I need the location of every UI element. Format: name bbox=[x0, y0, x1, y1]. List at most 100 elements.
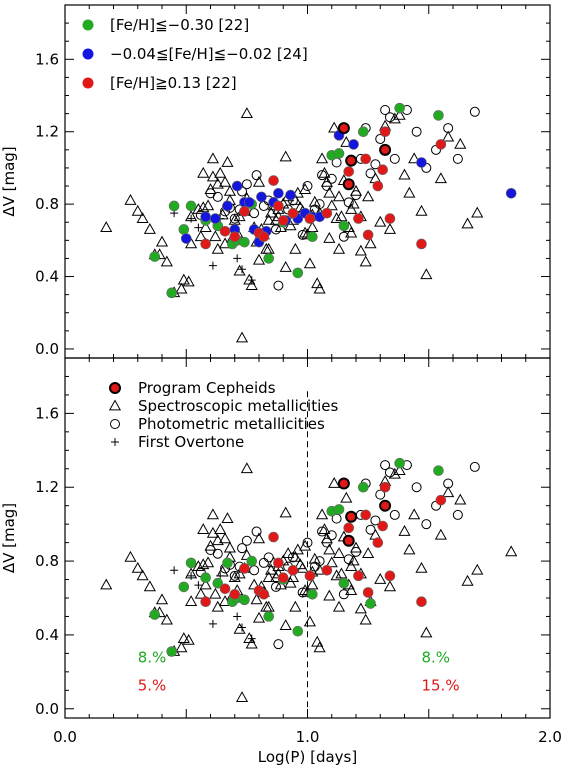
metallicity-point bbox=[277, 215, 289, 226]
photometric-point bbox=[351, 546, 361, 557]
metallicity-point bbox=[435, 139, 447, 150]
y-tick-label: 0.0 bbox=[35, 700, 59, 718]
metallicity-point bbox=[263, 253, 275, 264]
spectroscopic-point bbox=[177, 632, 190, 643]
spectroscopic-point bbox=[374, 215, 387, 227]
spectroscopic-point bbox=[240, 107, 253, 118]
spectroscopic-point bbox=[143, 222, 156, 234]
metallicity-point bbox=[416, 238, 427, 250]
photometric-point bbox=[370, 159, 381, 170]
metallicity-point bbox=[258, 231, 270, 243]
metallicity-point bbox=[200, 211, 211, 223]
spectroscopic-point bbox=[454, 493, 467, 505]
first-overtone-point bbox=[208, 619, 217, 628]
spectroscopic-point bbox=[388, 467, 401, 479]
photometric-point bbox=[241, 535, 252, 546]
metallicity-point bbox=[178, 224, 190, 235]
metallicity-point bbox=[200, 596, 211, 607]
metallicity-point bbox=[185, 557, 197, 569]
metallicity-point bbox=[416, 596, 427, 607]
spectroscopic-point bbox=[471, 563, 484, 575]
spectroscopic-point bbox=[318, 523, 331, 535]
spectroscopic-point bbox=[233, 264, 246, 276]
spectroscopic-point bbox=[298, 584, 312, 595]
spectroscopic-point bbox=[415, 561, 428, 573]
metallicity-point bbox=[394, 457, 405, 469]
photometric-point bbox=[249, 208, 260, 219]
metallicity-point bbox=[219, 225, 231, 237]
spectroscopic-point bbox=[235, 331, 249, 343]
spectroscopic-point bbox=[223, 184, 236, 196]
spectroscopic-point bbox=[201, 199, 215, 211]
metallicity-point bbox=[258, 589, 270, 600]
metallicity-point bbox=[256, 191, 267, 203]
spectroscopic-point bbox=[211, 534, 224, 546]
metallicity-point bbox=[277, 572, 289, 583]
metallicity-point bbox=[168, 200, 180, 212]
spectroscopic-point bbox=[318, 166, 331, 178]
percentage-annotation: 8.% bbox=[421, 649, 450, 667]
metallicity-point bbox=[239, 206, 250, 217]
metallicity-point bbox=[149, 251, 161, 262]
y-tick-label: 1.2 bbox=[35, 123, 59, 141]
metallicity-point bbox=[229, 589, 241, 600]
y-tick-label: 0.8 bbox=[35, 552, 59, 570]
metallicity-point bbox=[239, 236, 250, 248]
spectroscopic-point bbox=[398, 168, 411, 180]
y-tick-label: 0.0 bbox=[35, 340, 59, 358]
spectroscopic-point bbox=[124, 193, 137, 205]
spectroscopic-point bbox=[252, 611, 266, 623]
metallicity-point bbox=[505, 187, 517, 199]
first-overtone-point bbox=[233, 254, 242, 263]
spectroscopic-point bbox=[192, 203, 205, 214]
photometric-point bbox=[297, 229, 308, 240]
metallicity-point bbox=[231, 180, 243, 192]
photometric-point bbox=[263, 552, 274, 563]
spectroscopic-point bbox=[155, 593, 169, 605]
spectroscopic-point bbox=[206, 526, 220, 538]
photometric-point bbox=[384, 467, 395, 478]
metallicity-point bbox=[239, 563, 250, 574]
metallicity-point bbox=[384, 570, 396, 582]
metallicity-point bbox=[416, 157, 427, 168]
spectroscopic-point bbox=[315, 152, 329, 164]
metallicity-point bbox=[222, 557, 233, 569]
metallicity-point bbox=[321, 565, 333, 576]
photometric-point bbox=[237, 543, 248, 554]
metallicity-point bbox=[377, 164, 388, 176]
spectroscopic-point bbox=[175, 641, 188, 653]
spectroscopic-point bbox=[398, 525, 411, 536]
metallicity-point bbox=[273, 557, 284, 569]
photometric-point bbox=[302, 181, 313, 192]
metallicity-point bbox=[353, 213, 364, 224]
spectroscopic-point bbox=[252, 175, 266, 187]
spectroscopic-point bbox=[228, 571, 241, 583]
photometric-point bbox=[251, 526, 262, 537]
program-cepheid-point bbox=[379, 143, 392, 156]
spectroscopic-point bbox=[323, 543, 336, 555]
spectroscopic-point bbox=[308, 552, 321, 564]
metallicity-point bbox=[307, 589, 318, 600]
photometric-point bbox=[365, 524, 376, 535]
photometric-point bbox=[389, 153, 400, 164]
first-overtone-point bbox=[238, 623, 247, 632]
spectroscopic-point bbox=[298, 183, 312, 194]
spectroscopic-point bbox=[362, 190, 375, 202]
photometric-point bbox=[331, 513, 342, 524]
spectroscopic-point bbox=[330, 212, 343, 223]
spectroscopic-point bbox=[221, 155, 234, 167]
first-overtone-point bbox=[216, 571, 225, 580]
spectroscopic-point bbox=[197, 166, 210, 178]
metallicity-point bbox=[379, 126, 391, 138]
spectroscopic-point bbox=[434, 528, 447, 540]
spectroscopic-point bbox=[349, 541, 363, 553]
spectroscopic-point bbox=[199, 578, 212, 590]
spectroscopic-point bbox=[332, 190, 346, 202]
photometric-point bbox=[314, 556, 325, 567]
photometric-point bbox=[338, 231, 349, 242]
spectroscopic-point bbox=[182, 275, 195, 287]
photometric-point bbox=[229, 213, 240, 224]
legend-marker bbox=[82, 77, 94, 89]
spectroscopic-point bbox=[354, 602, 367, 614]
spectroscopic-point bbox=[340, 136, 353, 147]
